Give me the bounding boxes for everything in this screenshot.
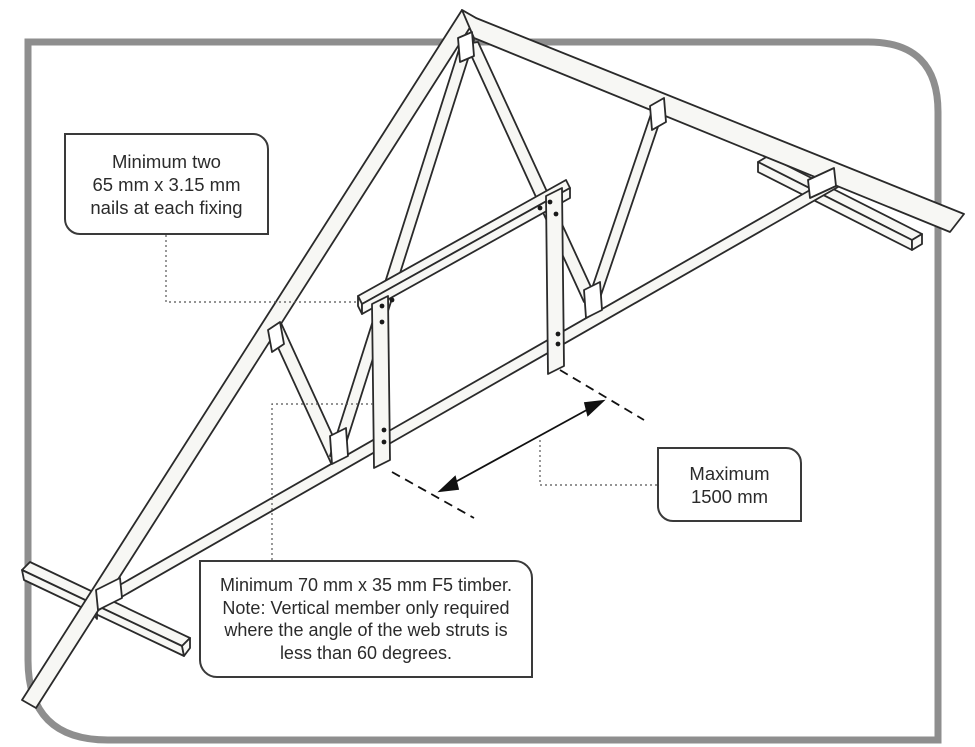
leader-lines xyxy=(165,235,657,560)
vertical-member-right xyxy=(545,187,565,375)
horizontal-brace xyxy=(357,179,571,315)
max-callout-line-2: 1500 mm xyxy=(690,485,769,507)
nail-callout-line-3: nails at each fixing xyxy=(90,196,243,218)
nail-points xyxy=(379,199,561,445)
gusset-left-top xyxy=(267,321,285,353)
timber-callout-line-3: where the angle of the web struts is xyxy=(224,620,508,640)
dimension-arrow xyxy=(437,399,606,493)
web-strut-right xyxy=(587,105,666,301)
timber-callout-line-2: Note: Vertical member only required xyxy=(222,597,510,618)
web-strut-centre xyxy=(465,41,597,303)
nail-fixing-callout: Minimum two 65 mm x 3.15 mm nails at eac… xyxy=(64,133,269,235)
gusset-left-heel xyxy=(95,577,123,611)
gusset-right-top xyxy=(649,97,667,131)
wall-plate-right xyxy=(757,155,923,251)
nail-callout-line-1: Minimum two xyxy=(112,150,221,172)
timber-note-callout: Minimum 70 mm x 35 mm F5 timber. Note: V… xyxy=(199,560,533,678)
gusset-apex xyxy=(457,31,475,63)
vertical-member-left xyxy=(371,295,391,469)
gusset-bottom-left xyxy=(329,427,349,465)
timber-callout-line-1: Minimum 70 mm x 35 mm F5 timber. xyxy=(219,575,513,595)
maximum-spacing-callout: Maximum 1500 mm xyxy=(657,447,802,522)
max-callout-line-1: Maximum xyxy=(689,462,770,484)
nail-callout-line-2: 65 mm x 3.15 mm xyxy=(92,173,241,195)
gusset-bottom-right xyxy=(583,281,603,319)
timber-callout-line-4: less than 60 degrees. xyxy=(279,642,453,663)
extension-lines xyxy=(391,369,645,519)
gusset-right-heel xyxy=(807,167,837,199)
